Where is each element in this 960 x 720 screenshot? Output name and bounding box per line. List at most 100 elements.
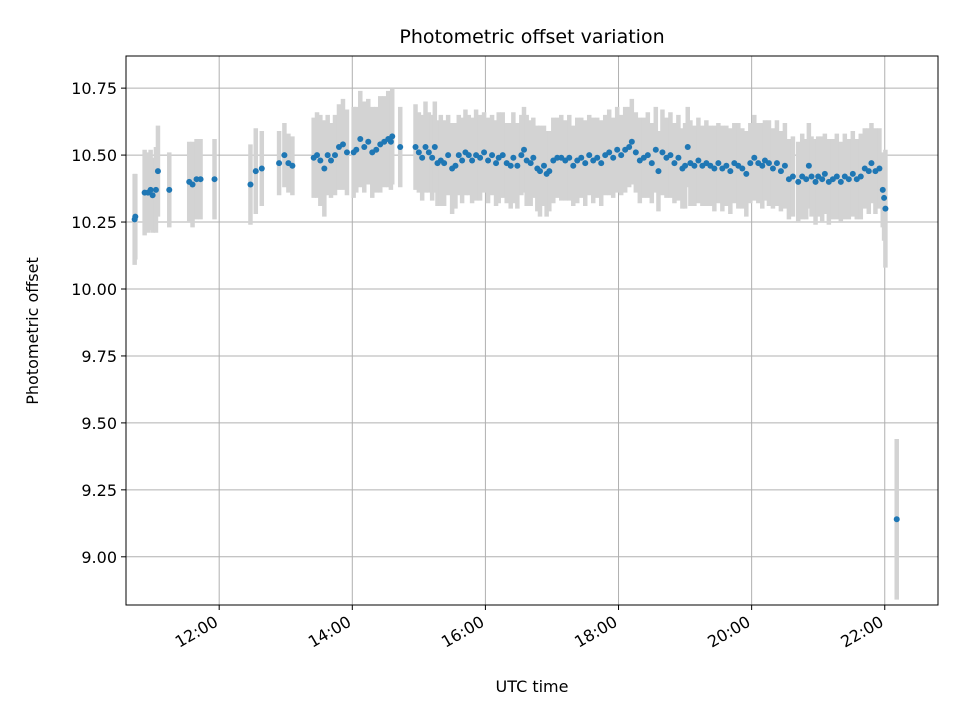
data-point (247, 181, 254, 188)
data-point (868, 160, 875, 167)
data-point (455, 152, 462, 159)
data-point (397, 144, 404, 151)
data-point (518, 152, 525, 159)
data-point (803, 176, 810, 183)
data-point (415, 149, 422, 156)
data-point (327, 157, 334, 164)
data-point (865, 168, 872, 175)
data-point (339, 141, 346, 148)
data-point (648, 160, 655, 167)
data-point (540, 162, 547, 169)
data-point (527, 160, 534, 167)
x-axis-label: UTC time (496, 677, 569, 696)
data-point (805, 162, 812, 169)
data-point (152, 186, 159, 193)
data-point (132, 213, 139, 220)
y-tick-label: 9.75 (81, 347, 117, 366)
data-point (652, 146, 659, 153)
data-point (739, 165, 746, 172)
data-point (154, 168, 161, 175)
data-point (876, 165, 883, 172)
data-point (276, 160, 283, 167)
data-point (659, 149, 666, 156)
data-point (743, 170, 750, 177)
data-point (499, 152, 506, 159)
data-point (373, 146, 380, 153)
data-point (849, 170, 856, 177)
data-point (252, 168, 259, 175)
data-point (618, 152, 625, 159)
data-point (211, 176, 218, 183)
data-point (667, 152, 674, 159)
data-point (606, 149, 613, 156)
data-point (723, 162, 730, 169)
y-axis-ticks: 9.00 9.25 9.50 9.75 10.00 10.25 10.50 10.75 (71, 79, 126, 567)
data-point (147, 186, 154, 193)
data-point (566, 154, 573, 161)
data-point (422, 144, 429, 151)
data-point (812, 178, 819, 185)
data-point (655, 168, 662, 175)
data-point (189, 181, 196, 188)
data-point (893, 516, 900, 523)
y-tick-label: 10.75 (71, 79, 117, 98)
data-point (628, 138, 635, 145)
point-layer (131, 133, 900, 523)
data-point (769, 165, 776, 172)
data-point (281, 152, 288, 159)
x-tick-label: 18:00 (571, 612, 620, 652)
chart-title: Photometric offset variation (399, 26, 664, 48)
data-point (536, 168, 543, 175)
data-point (343, 149, 350, 156)
x-tick-label: 16:00 (438, 612, 487, 652)
data-point (808, 173, 815, 180)
data-point (469, 157, 476, 164)
data-point (586, 152, 593, 159)
y-tick-label: 9.00 (81, 548, 117, 567)
data-point (324, 152, 331, 159)
data-point (357, 136, 364, 143)
data-point (675, 154, 682, 161)
data-point (197, 176, 204, 183)
data-point (882, 205, 889, 212)
data-point (582, 160, 589, 167)
data-point (795, 178, 802, 185)
data-point (514, 162, 521, 169)
data-point (387, 138, 394, 145)
data-point (682, 162, 689, 169)
data-point (570, 162, 577, 169)
y-tick-label: 10.00 (71, 280, 117, 299)
data-point (644, 152, 651, 159)
data-point (857, 173, 864, 180)
data-point (289, 162, 296, 169)
data-point (781, 162, 788, 169)
data-point (546, 168, 553, 175)
data-point (493, 160, 500, 167)
y-tick-label: 9.50 (81, 414, 117, 433)
x-tick-label: 22:00 (837, 612, 886, 652)
y-tick-label: 10.50 (71, 146, 117, 165)
data-point (452, 162, 459, 169)
x-tick-label: 20:00 (704, 612, 753, 652)
data-point (695, 157, 702, 164)
data-point (837, 178, 844, 185)
data-point (510, 154, 517, 161)
data-point (578, 154, 585, 161)
x-axis-ticks: 12:00 14:00 16:00 18:00 20:00 22:00 (172, 605, 887, 652)
data-point (691, 162, 698, 169)
data-point (361, 144, 368, 151)
data-point (789, 173, 796, 180)
data-point (477, 154, 484, 161)
data-point (431, 144, 438, 151)
data-point (489, 152, 496, 159)
data-point (429, 154, 436, 161)
data-point (331, 152, 338, 159)
data-point (632, 149, 639, 156)
x-tick-label: 12:00 (172, 612, 221, 652)
data-point (711, 165, 718, 172)
data-point (610, 154, 617, 161)
plot-frame (125, 55, 939, 606)
data-point (715, 160, 722, 167)
data-point (507, 162, 514, 169)
